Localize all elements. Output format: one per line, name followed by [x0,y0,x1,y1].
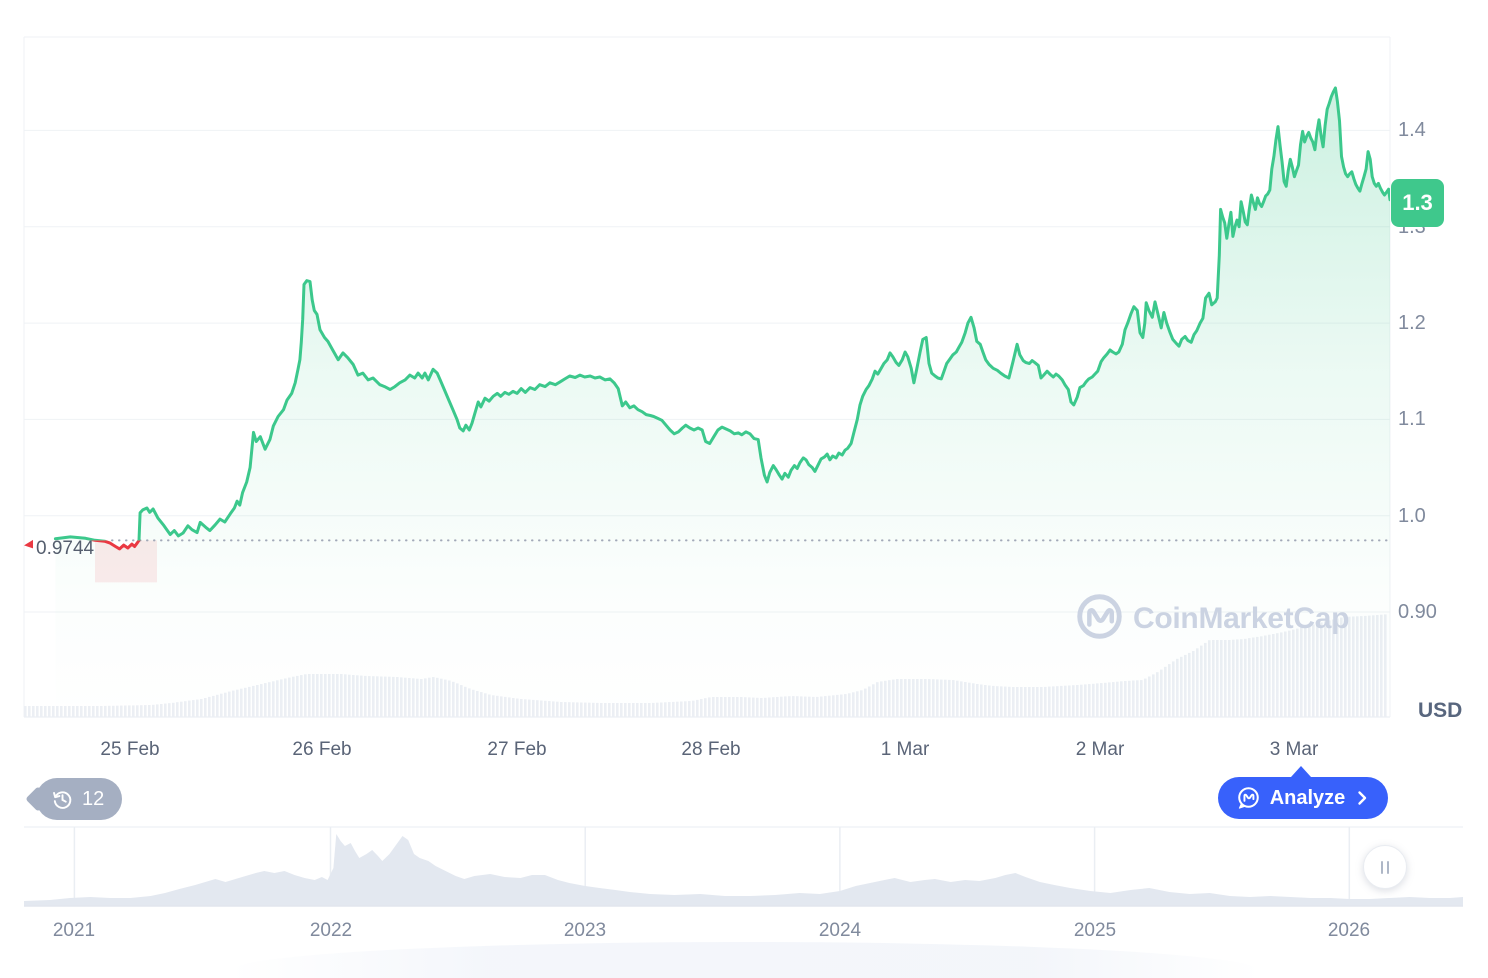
chevron-right-icon [1353,789,1371,807]
year-label: 2025 [1073,920,1117,941]
history-count: 12 [82,787,105,810]
currency-label: USD [1418,699,1463,722]
year-label: 2026 [1327,920,1371,941]
analyze-pointer-triangle [1291,766,1311,777]
coinmarketcap-watermark: CoinMarketCap [1076,593,1349,645]
year-label: 2022 [309,920,353,941]
year-label: 2024 [818,920,862,941]
year-label: 2021 [52,920,96,941]
history-clock-icon [50,787,75,812]
y-tick-label: 0.90 [1398,601,1437,623]
analyze-button[interactable]: Analyze [1218,777,1388,819]
coinmarketcap-logo-icon [1076,593,1123,645]
analyze-label: Analyze [1269,786,1346,809]
x-tick-label: 2 Mar [1075,739,1125,760]
history-chip[interactable]: 12 [36,778,123,820]
y-tick-label: 1.0 [1398,505,1426,527]
y-tick-label: 1.4 [1398,119,1426,141]
y-tick-label: 1.2 [1398,312,1426,334]
y-tick-label: 1.1 [1398,408,1426,430]
range-handle[interactable] [1363,845,1407,889]
x-tick-label: 1 Mar [880,739,930,760]
handle-grip-bar [1381,860,1383,874]
x-tick-label: 26 Feb [292,739,352,760]
handle-grip-bar [1387,860,1389,874]
x-tick-label: 3 Mar [1269,739,1319,760]
x-tick-label: 28 Feb [681,739,741,760]
year-label: 2023 [563,920,607,941]
current-price-badge: 1.3 [1391,179,1444,227]
cmc-bubble-icon [1235,785,1262,812]
x-tick-label: 25 Feb [100,739,160,760]
x-tick-label: 27 Feb [487,739,547,760]
reference-price-label: 0.9744 [36,538,95,559]
watermark-text: CoinMarketCap [1133,602,1350,635]
